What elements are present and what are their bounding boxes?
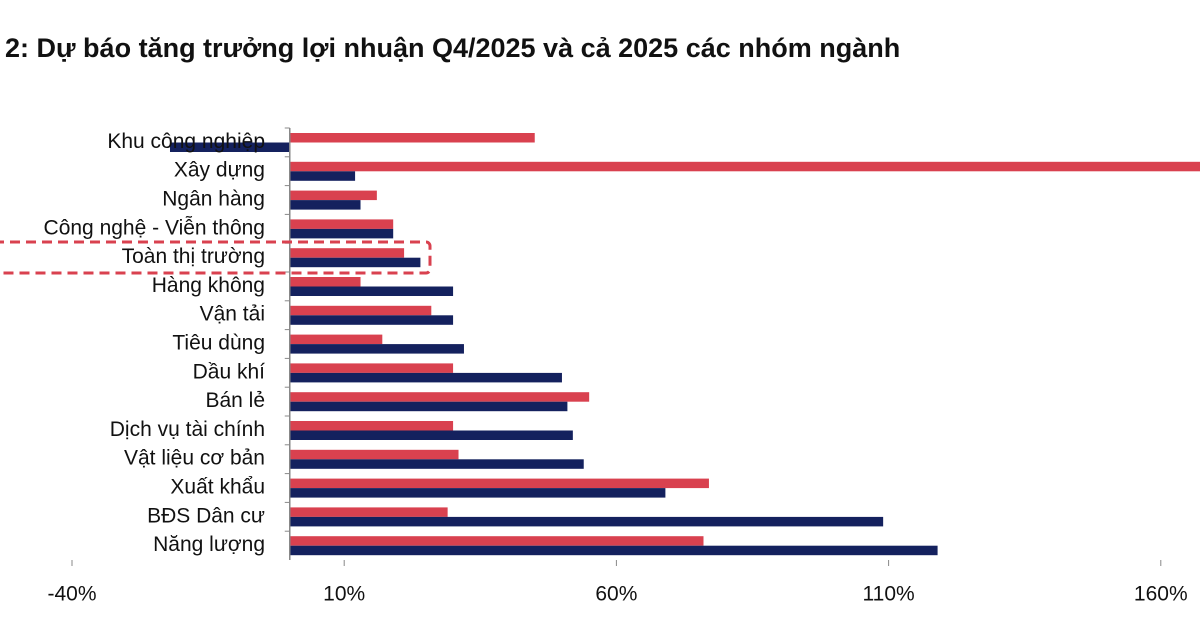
bar	[289, 516, 884, 527]
x-tick-label: 60%	[595, 583, 637, 606]
bar	[289, 286, 454, 296]
bar	[289, 171, 356, 181]
bar	[289, 459, 584, 469]
bar	[289, 219, 394, 229]
bar	[289, 133, 535, 143]
chart-title: 2: Dự báo tăng trưởng lợi nhuận Q4/2025 …	[5, 33, 900, 63]
bar	[289, 315, 454, 325]
y-tick-label: Vận tải	[200, 303, 265, 326]
y-tick-label: Vật liệu cơ bản	[124, 447, 265, 470]
y-tick-label: Dịch vụ tài chính	[110, 418, 265, 441]
y-tick-label: Toàn thị trường	[122, 245, 265, 268]
bar	[289, 248, 405, 258]
bar	[289, 545, 938, 556]
y-tick-label: Công nghệ - Viễn thông	[44, 216, 265, 239]
bar	[289, 488, 666, 498]
bar	[289, 190, 377, 201]
y-tick-label: Hàng không	[152, 274, 265, 297]
y-tick-label: Xuất khẩu	[170, 476, 265, 499]
bar	[289, 430, 573, 440]
bar	[289, 536, 704, 546]
bar	[289, 449, 459, 460]
y-tick-label: Khu công nghiệp	[107, 130, 265, 153]
x-tick-label: 10%	[323, 583, 365, 606]
bar	[289, 228, 394, 239]
bar	[289, 392, 590, 402]
x-tick-label: 110%	[863, 583, 915, 606]
bar	[289, 334, 383, 345]
bar	[289, 161, 1200, 172]
bar	[289, 257, 421, 268]
bar	[289, 277, 361, 287]
y-tick-label: Xây dựng	[174, 159, 265, 182]
bar	[169, 142, 290, 152]
bar	[289, 305, 432, 316]
bar	[289, 363, 454, 373]
x-tick-label: 160%	[1134, 583, 1188, 606]
labels: -40% 10% 60% 110% 160% Khu công nghiệp Xây dựn…	[44, 127, 1188, 606]
y-tick-label: Tiêu dùng	[172, 332, 265, 355]
y-tick-label: Bán lẻ	[205, 389, 265, 412]
x-tick-label: -40%	[47, 583, 96, 606]
y-tick-label: Ngân hàng	[162, 188, 265, 211]
bar	[289, 421, 454, 431]
bar	[289, 200, 361, 210]
bars	[169, 133, 1200, 556]
y-tick-label: Năng lượng	[153, 533, 265, 556]
y-tick-label: BĐS Dân cư	[147, 504, 265, 527]
bar	[289, 401, 568, 412]
y-tick-label: Dầu khí	[193, 360, 266, 383]
bar	[289, 478, 709, 489]
bar	[289, 372, 562, 383]
bar	[289, 507, 448, 517]
highlight-box	[0, 240, 432, 275]
bar	[289, 344, 464, 354]
